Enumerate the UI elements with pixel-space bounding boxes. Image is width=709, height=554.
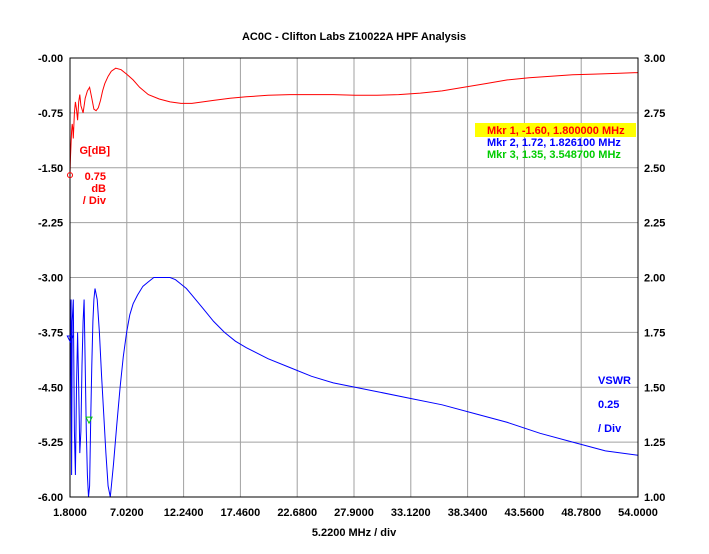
right-axis-label-line: 0.25 [598, 399, 619, 411]
chart-title: AC0C - Clifton Labs Z10022A HPF Analysis [242, 31, 466, 43]
left-axis-ticks: -0.00 -0.75 -1.50 -2.25 -3.00 -3.75 -4.50 -5.25… [38, 53, 63, 504]
x-tick-label: 17.4600 [221, 507, 261, 519]
x-tick-label: 54.0000 [618, 507, 658, 519]
series-line-g-db [69, 67, 639, 176]
left-axis-label-line: dB [91, 183, 106, 195]
right-tick-label: 1.75 [644, 327, 665, 339]
right-tick-label: 1.00 [644, 492, 665, 504]
marker-3-point [85, 416, 93, 425]
left-tick-label: -3.00 [38, 273, 63, 285]
left-tick-label: -4.50 [38, 382, 63, 394]
series-line-vswr [69, 277, 639, 498]
left-tick-label: -0.00 [38, 53, 63, 65]
left-tick-label: -3.75 [38, 327, 63, 339]
left-tick-label: -0.75 [38, 108, 63, 120]
left-axis-label-line: 0.75 [85, 171, 106, 183]
marker-1-point [67, 172, 73, 179]
plot-frame [69, 57, 639, 498]
x-tick-label: 27.9000 [334, 507, 374, 519]
marker-1-label: Mkr 1, -1.60, 1.800000 MHz [487, 125, 625, 137]
right-tick-label: 2.50 [644, 163, 665, 175]
axes [69, 57, 639, 498]
x-tick-label: 12.2400 [164, 507, 204, 519]
marker-layer [66, 172, 93, 425]
marker-2-point [66, 335, 75, 344]
left-tick-label: -2.25 [38, 218, 63, 230]
left-axis-label-line: / Div [83, 195, 107, 207]
x-tick-label: 22.6800 [277, 507, 317, 519]
x-tick-label: 38.3400 [448, 507, 488, 519]
right-tick-label: 1.25 [644, 437, 665, 449]
right-tick-label: 2.75 [644, 108, 665, 120]
x-tick-label: 33.1200 [391, 507, 431, 519]
right-axis-label: VSWR 0.25 / Div [598, 375, 631, 435]
right-axis-label-line: VSWR [598, 375, 631, 387]
right-tick-label: 2.25 [644, 218, 665, 230]
left-axis-label-line: G[dB] [79, 145, 110, 157]
marker-highlight [475, 123, 636, 137]
right-tick-label: 2.00 [644, 273, 665, 285]
x-tick-label: 1.8000 [53, 507, 87, 519]
right-tick-label: 3.00 [644, 53, 665, 65]
right-axis-label-line: / Div [598, 423, 622, 435]
x-tick-label: 48.7800 [561, 507, 601, 519]
left-tick-label: -6.00 [38, 492, 63, 504]
right-axis-ticks: 3.00 2.75 2.50 2.25 2.00 1.75 1.50 1.25 1.00 [644, 53, 665, 504]
left-tick-label: -5.25 [38, 437, 63, 449]
x-tick-label: 43.5600 [505, 507, 545, 519]
x-axis-label: 5.2200 MHz / div [312, 527, 397, 539]
x-axis-ticks: 1.8000 7.0200 12.2400 17.4600 22.6800 27.9000… [53, 507, 658, 519]
x-tick-label: 7.0200 [110, 507, 144, 519]
left-tick-label: -1.50 [38, 163, 63, 175]
series-layer [69, 67, 639, 498]
right-tick-label: 1.50 [644, 382, 665, 394]
marker-2-label: Mkr 2, 1.72, 1.826100 MHz [487, 137, 621, 149]
marker-3-label: Mkr 3, 1.35, 3.548700 MHz [487, 149, 621, 161]
